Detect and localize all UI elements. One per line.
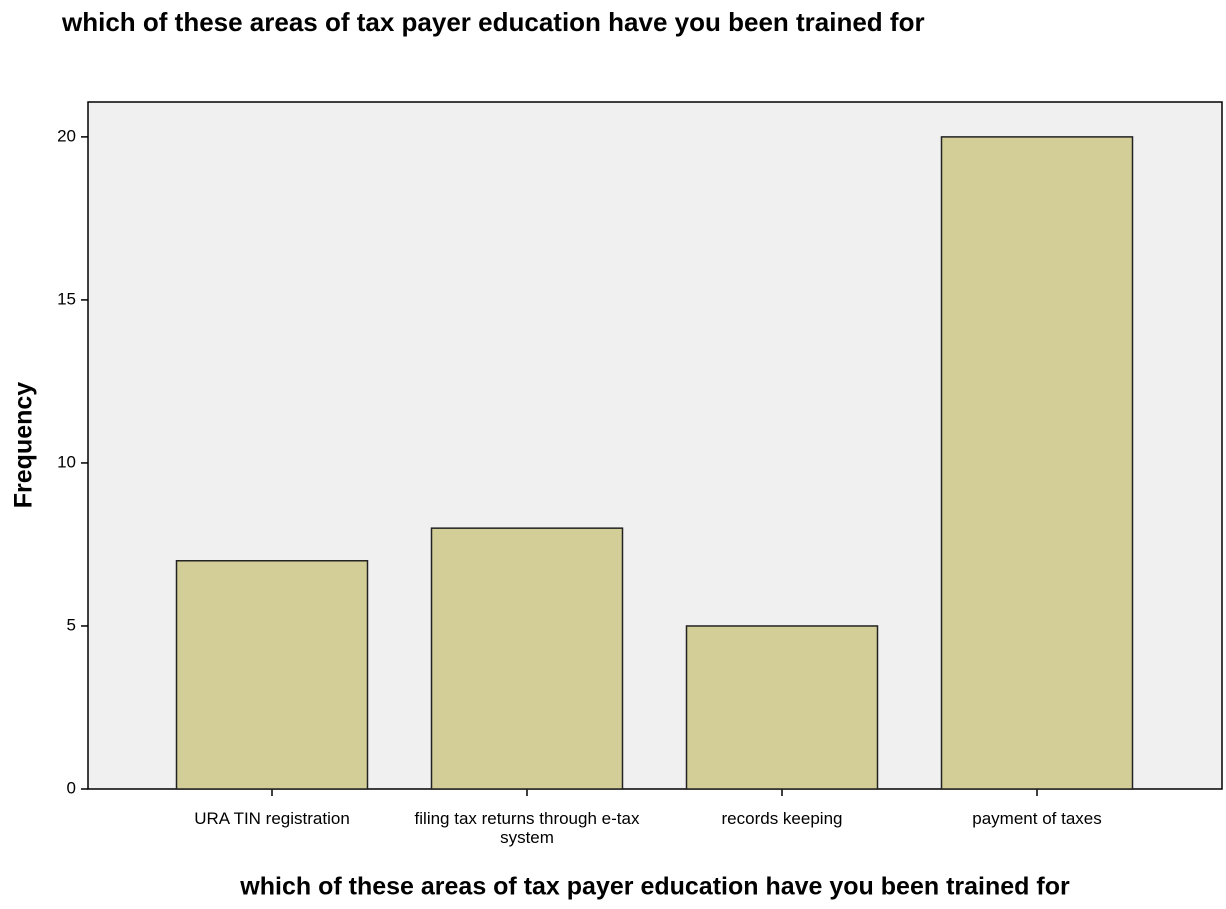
y-tick-label: 10 [57, 452, 76, 471]
bar [940, 136, 1134, 790]
y-axis-label: Frequency [10, 382, 38, 509]
y-tick-label: 20 [57, 126, 76, 145]
x-tick-label: payment of taxes [972, 809, 1102, 828]
x-tick-label: records keeping [721, 809, 843, 828]
x-tick-label: URA TIN registration [194, 809, 350, 828]
chart-title: which of these areas of tax payer educat… [61, 7, 925, 37]
y-tick-label: 15 [57, 289, 76, 308]
bar [430, 527, 624, 790]
y-tick-label: 0 [67, 778, 76, 797]
y-tick-label: 5 [67, 615, 76, 634]
bar [175, 560, 369, 790]
x-axis-label: which of these areas of tax payer educat… [239, 873, 1070, 901]
bar [685, 625, 879, 790]
x-tick-label: filing tax returns through e-tax system [414, 809, 640, 847]
